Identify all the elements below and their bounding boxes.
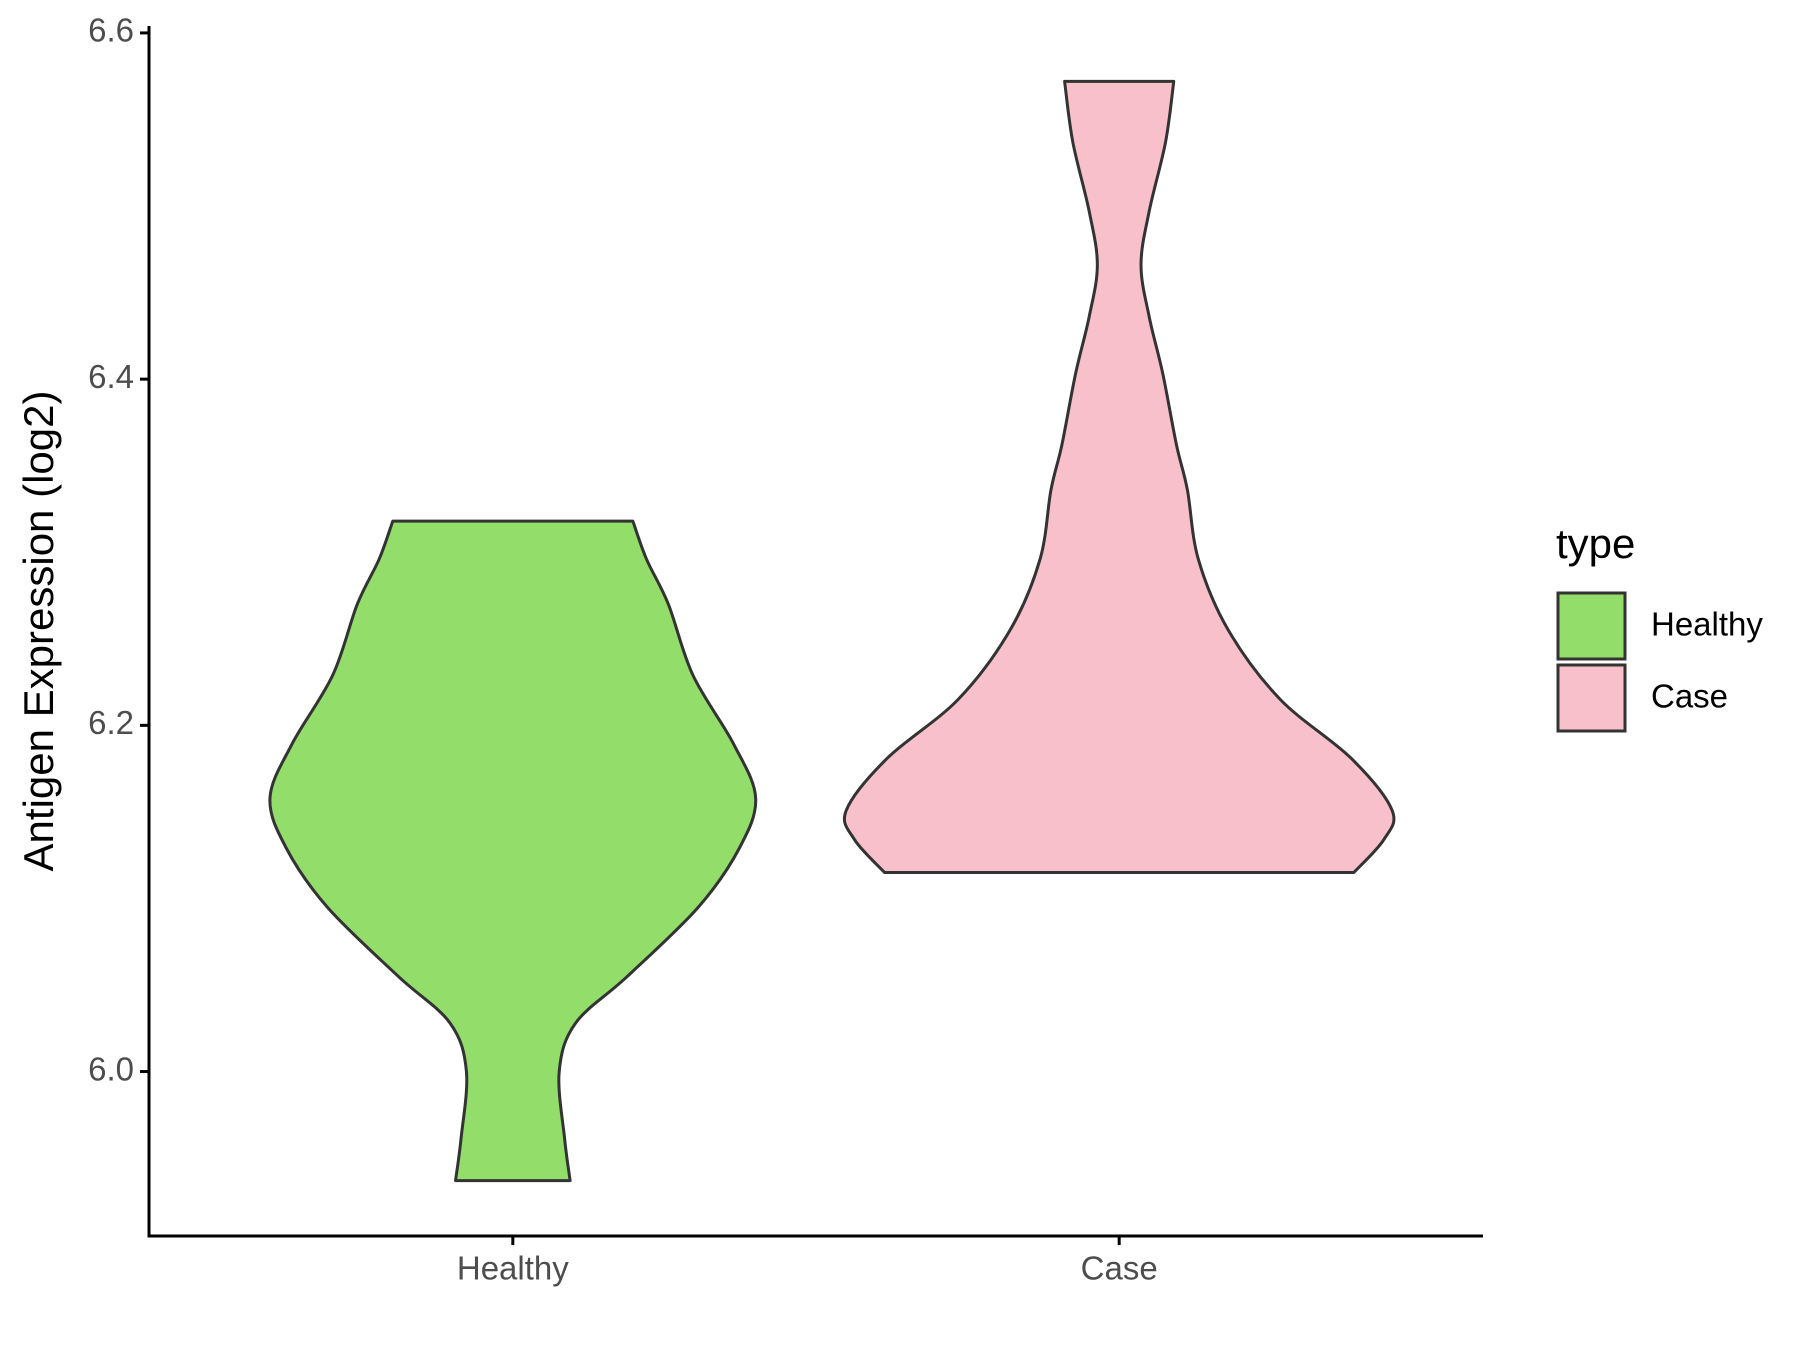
legend-key: [1556, 663, 1627, 733]
x-tick-label: Healthy: [457, 1250, 569, 1287]
legend-key: [1556, 591, 1627, 661]
y-tick-label: 6.2: [88, 704, 134, 741]
x-tick-label: Case: [1081, 1250, 1158, 1287]
legend-label: Healthy: [1651, 606, 1763, 643]
y-tick-label: 6.6: [88, 12, 134, 49]
violin: [268, 519, 758, 1183]
y-axis-title: Antigen Expression (log2): [15, 391, 62, 872]
legend-label: Case: [1651, 678, 1728, 715]
legend-title: type: [1556, 520, 1635, 567]
y-tick-label: 6.0: [88, 1050, 134, 1087]
y-tick-label: 6.4: [88, 358, 134, 395]
violin: [842, 79, 1396, 874]
